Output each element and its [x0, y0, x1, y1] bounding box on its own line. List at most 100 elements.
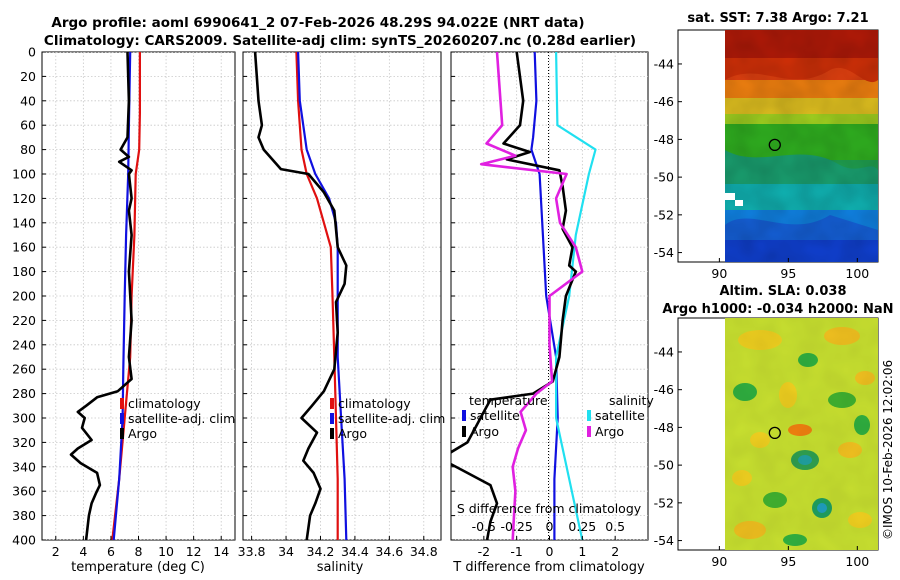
y-tick-label: 280 — [12, 386, 36, 401]
sla-map-title-line-1: Altim. SLA: 0.038 — [720, 284, 847, 299]
difference-panel: -2 -1 0 1 2 S difference from climatology -0… — [450, 51, 649, 575]
series-line-climatology — [295, 52, 339, 540]
y-tick-label: 300 — [12, 411, 36, 426]
x-tick-label: -2 — [478, 544, 490, 559]
legend-swatch-s-argo — [587, 426, 591, 437]
series-line-s-satellite — [555, 52, 597, 540]
y-tick-label: 240 — [12, 337, 36, 352]
legend-swatch-argo — [330, 428, 334, 439]
x-tick-label: 6 — [107, 544, 115, 559]
s-diff-tick-label: 0.25 — [568, 519, 596, 534]
map-y-tick-label: -44 — [654, 56, 674, 71]
map-x-tick-label: 90 — [711, 266, 727, 281]
y-tick-label: 320 — [12, 435, 36, 450]
legend-label-climatology: climatology — [128, 396, 201, 411]
y-tick-label: 200 — [12, 289, 36, 304]
salinity-xlabel: salinity — [317, 560, 364, 575]
y-tick-label: 360 — [12, 484, 36, 499]
legend-label-s-satellite: satellite — [595, 408, 645, 423]
legend-swatch-s-satellite — [587, 410, 591, 421]
legend-swatch-climatology — [330, 398, 334, 409]
land-mask — [725, 193, 735, 200]
x-tick-label: 34.2 — [307, 544, 335, 559]
legend-label-satellite: satellite-adj. clim — [338, 411, 445, 426]
land-mask — [735, 200, 743, 206]
legend-swatch-t-argo — [462, 426, 466, 437]
map-y-tick-label: -50 — [654, 458, 674, 473]
legend-title-temperature: temperature — [469, 393, 548, 408]
s-difference-axis-label: S difference from climatology — [457, 501, 642, 516]
legend-label-t-argo: Argo — [470, 424, 499, 439]
legend-label-argo: Argo — [128, 426, 157, 441]
sst-map-panel: sat. SST: 7.38 Argo: 7.21 90 95 100 -44 -46 -… — [654, 11, 879, 281]
s-diff-tick-label: -0.25 — [500, 519, 532, 534]
temperature-xlabel: temperature (deg C) — [71, 560, 205, 575]
map-y-tick-label: -48 — [654, 132, 674, 147]
series-line-argo — [253, 52, 348, 540]
x-tick-label: 8 — [135, 544, 143, 559]
map-y-tick-label: -46 — [654, 94, 674, 109]
x-tick-label: 1 — [578, 544, 586, 559]
legend-label-satellite: satellite-adj. clim — [128, 411, 235, 426]
legend-label-argo: Argo — [338, 426, 367, 441]
legend-label-s-argo: Argo — [595, 424, 624, 439]
series-line-argo — [69, 52, 133, 540]
y-tick-label: 0 — [28, 45, 36, 60]
figure-title-line-1: Argo profile: aoml 6990641_2 07-Feb-2026… — [51, 15, 584, 31]
x-tick-label: 34.4 — [341, 544, 369, 559]
y-tick-label: 220 — [12, 313, 36, 328]
legend-swatch-satellite — [330, 413, 334, 424]
argo-location-marker — [768, 426, 781, 440]
y-tick-label: 380 — [12, 508, 36, 523]
y-tick-label: 180 — [12, 264, 36, 279]
difference-legend: temperature salinity satellite Argo sate… — [462, 393, 654, 439]
sla-map-title-line-2: Argo h1000: -0.034 h2000: NaN — [662, 302, 893, 317]
map-y-tick-label: -50 — [654, 170, 674, 185]
salinity-legend: climatology satellite-adj. clim Argo — [330, 396, 445, 441]
map-y-tick-label: -48 — [654, 420, 674, 435]
y-tick-label: 400 — [12, 533, 36, 548]
y-tick-label: 100 — [12, 167, 36, 182]
series-line-t-satellite — [530, 52, 559, 540]
x-tick-label: 4 — [79, 544, 87, 559]
y-tick-label: 340 — [12, 459, 36, 474]
map-y-tick-label: -52 — [654, 207, 674, 222]
figure-title-line-2: Climatology: CARS2009. Satellite-adj cli… — [44, 33, 636, 49]
series-line-s-argo — [479, 52, 584, 540]
x-tick-label: 12 — [186, 544, 202, 559]
y-tick-label: 40 — [20, 93, 36, 108]
x-tick-label: 34 — [278, 544, 294, 559]
legend-swatch-argo — [120, 428, 124, 439]
y-tick-label: 260 — [12, 362, 36, 377]
x-tick-label: 14 — [213, 544, 229, 559]
map-y-tick-label: -44 — [654, 344, 674, 359]
temperature-panel: 0 20 40 60 80 100 120 140 160 180 200 220 240 260 280 3… — [12, 45, 236, 575]
argo-location-marker — [768, 138, 781, 152]
legend-swatch-climatology — [120, 398, 124, 409]
x-tick-label: 34.6 — [375, 544, 403, 559]
y-tick-label: 20 — [20, 69, 36, 84]
x-tick-label: 2 — [611, 544, 619, 559]
y-tick-label: 160 — [12, 240, 36, 255]
salinity-panel: 33.8 34 34.2 34.4 34.6 34.8 salinity — [238, 51, 442, 575]
imos-credit: ©IMOS 10-Feb-2026 12:02:06 — [881, 359, 895, 540]
x-tick-label: 10 — [158, 544, 174, 559]
x-tick-label: 0 — [546, 544, 554, 559]
s-diff-tick-label: 0.5 — [605, 519, 625, 534]
map-x-tick-label: 100 — [845, 266, 869, 281]
map-y-tick-label: -54 — [654, 245, 674, 260]
map-y-tick-label: -54 — [654, 533, 674, 548]
s-diff-tick-label: -0.5 — [472, 519, 496, 534]
map-x-tick-label: 95 — [780, 554, 796, 569]
map-y-tick-label: -46 — [654, 382, 674, 397]
y-tick-label: 120 — [12, 191, 36, 206]
map-x-tick-label: 100 — [845, 554, 869, 569]
legend-label-t-satellite: satellite — [470, 408, 520, 423]
difference-xlabel: T difference from climatology — [452, 560, 645, 575]
y-tick-label: 80 — [20, 142, 36, 157]
x-tick-label: 34.8 — [410, 544, 438, 559]
s-diff-tick-label: 0 — [546, 519, 554, 534]
sst-map-title: sat. SST: 7.38 Argo: 7.21 — [687, 11, 868, 26]
x-tick-label: 2 — [52, 544, 60, 559]
